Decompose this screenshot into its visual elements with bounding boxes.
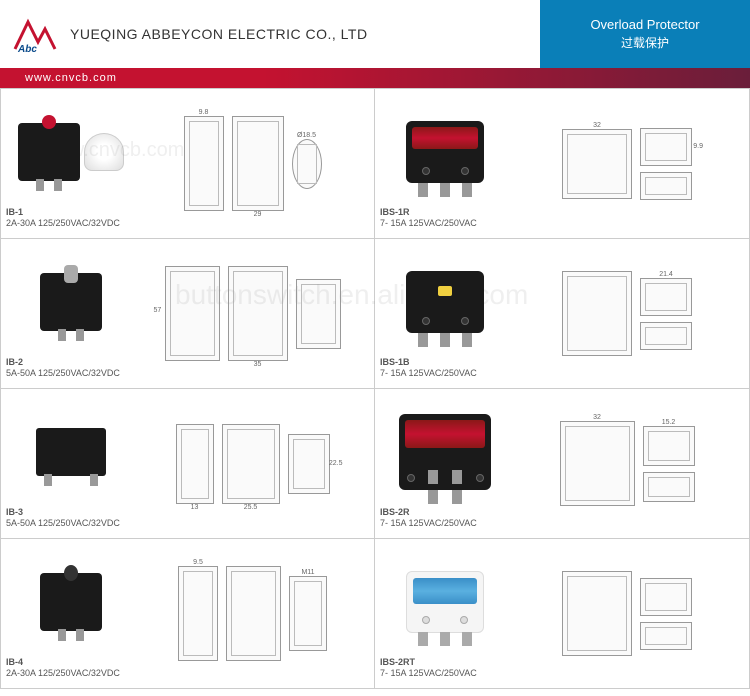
company-logo: Abc [10, 14, 60, 54]
product-catalog: www.cnvcb.com IB-12A-30A 125/250VAC/32VD… [0, 88, 750, 689]
diagram-column: 21.4 [510, 247, 744, 380]
diagram-column: 9.5 M11 [136, 547, 369, 680]
tech-drawing: 21.4 [640, 278, 692, 316]
product-cell: IBS-1R7- 15A 125VAC/250VAC 32 9.9 [375, 89, 750, 239]
tech-drawing [640, 578, 692, 616]
page-header: Abc YUEQING ABBEYCON ELECTRIC CO., LTD O… [0, 0, 750, 68]
diagram-column: 32 9.9 [510, 97, 744, 230]
product-cell: IBS-2R7- 15A 125VAC/250VAC 32 15.2 [375, 389, 750, 539]
product-photo [406, 571, 484, 633]
website-url: www.cnvcb.com [25, 72, 117, 84]
photo-column: IBS-1B7- 15A 125VAC/250VAC [380, 247, 510, 380]
product-label: IBS-2RT7- 15A 125VAC/250VAC [380, 657, 510, 680]
category-cn: 过载保护 [621, 34, 669, 51]
product-label: IBS-1B7- 15A 125VAC/250VAC [380, 357, 510, 380]
tech-drawing [640, 322, 692, 350]
url-bar: www.cnvcb.com [0, 68, 750, 88]
product-photo [36, 428, 106, 476]
photo-column: IB-12A-30A 125/250VAC/32VDC [6, 97, 136, 230]
tech-drawing: M11 [289, 576, 327, 651]
tech-drawing [562, 571, 632, 656]
photo-column: IB-42A-30A 125/250VAC/32VDC [6, 547, 136, 680]
tech-drawing [562, 271, 632, 356]
diagram-column [510, 547, 744, 680]
product-photo [40, 273, 102, 331]
category-banner: Overload Protector 过载保护 [540, 0, 750, 68]
tech-drawing: 9.5 [178, 566, 218, 661]
svg-text:Abc: Abc [17, 44, 37, 54]
tech-drawing: 35 [228, 266, 288, 361]
tech-drawing: 15.2 [643, 426, 695, 466]
accessory-photo [84, 133, 124, 171]
diagram-column: 9.8 29 Ø18.5 [136, 97, 369, 230]
company-name: YUEQING ABBEYCON ELECTRIC CO., LTD [70, 26, 368, 42]
product-label: IB-35A-50A 125/250VAC/32VDC [6, 507, 136, 530]
product-photo [406, 271, 484, 333]
photo-column: IB-35A-50A 125/250VAC/32VDC [6, 397, 136, 530]
product-label: IBS-2R7- 15A 125VAC/250VAC [380, 507, 510, 530]
product-label: IBS-1R7- 15A 125VAC/250VAC [380, 207, 510, 230]
tech-drawing [643, 472, 695, 502]
product-cell: IB-35A-50A 125/250VAC/32VDC 13 25.5 22.5 [0, 389, 375, 539]
photo-column: IBS-1R7- 15A 125VAC/250VAC [380, 97, 510, 230]
product-cell: IB-42A-30A 125/250VAC/32VDC 9.5 M11 [0, 539, 375, 689]
header-left: Abc YUEQING ABBEYCON ELECTRIC CO., LTD [0, 0, 540, 68]
product-label: IB-12A-30A 125/250VAC/32VDC [6, 207, 136, 230]
product-cell: www.cnvcb.com IB-12A-30A 125/250VAC/32VD… [0, 89, 375, 239]
tech-drawing: Ø18.5 [292, 139, 322, 189]
photo-column: IBS-2RT7- 15A 125VAC/250VAC [380, 547, 510, 680]
tech-drawing: 13 [176, 424, 214, 504]
product-photo [406, 121, 484, 183]
product-photo [18, 123, 80, 181]
tech-drawing: 32 [562, 129, 632, 199]
product-photo [40, 573, 102, 631]
tech-drawing: 57 [165, 266, 220, 361]
category-en: Overload Protector [590, 17, 699, 32]
product-label: IB-25A-50A 125/250VAC/32VDC [6, 357, 136, 380]
product-cell: IBS-2RT7- 15A 125VAC/250VAC [375, 539, 750, 689]
tech-drawing [226, 566, 281, 661]
tech-drawing: 9.8 [184, 116, 224, 211]
product-cell: buttonswitch.en.alibaba.com IBS-1B7- 15A… [375, 239, 750, 389]
photo-column: IBS-2R7- 15A 125VAC/250VAC [380, 397, 510, 530]
tech-drawing [640, 172, 692, 200]
tech-drawing [640, 622, 692, 650]
tech-drawing: 22.5 [288, 434, 330, 494]
product-photo [399, 414, 491, 490]
product-label: IB-42A-30A 125/250VAC/32VDC [6, 657, 136, 680]
tech-drawing: 25.5 [222, 424, 280, 504]
diagram-column: 57 35 [136, 247, 369, 380]
tech-drawing [296, 279, 341, 349]
tech-drawing: 29 [232, 116, 284, 211]
diagram-column: 13 25.5 22.5 [136, 397, 369, 530]
diagram-column: 32 15.2 [510, 397, 744, 530]
tech-drawing: 9.9 [640, 128, 692, 166]
tech-drawing: 32 [560, 421, 635, 506]
photo-column: IB-25A-50A 125/250VAC/32VDC [6, 247, 136, 380]
product-cell: IB-25A-50A 125/250VAC/32VDC 57 35 [0, 239, 375, 389]
